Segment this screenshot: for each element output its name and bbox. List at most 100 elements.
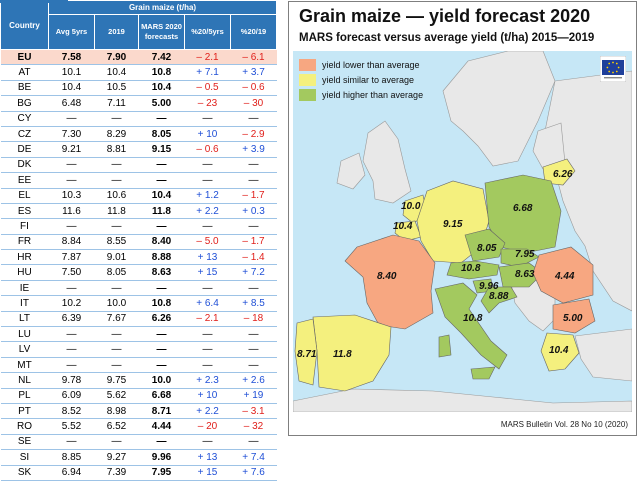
cell-country: EL bbox=[0, 188, 49, 204]
cell-avg-5yrs: 7.87 bbox=[48, 249, 95, 266]
cell-pct-19: + 7.2 bbox=[230, 264, 277, 281]
cell-pct-19: — bbox=[230, 172, 277, 189]
cell-pct-5yrs: + 2.3 bbox=[184, 372, 231, 389]
cell-2019: 7.90 bbox=[94, 49, 139, 66]
cell-avg-5yrs: 9.78 bbox=[48, 372, 95, 389]
cell-2019: 5.62 bbox=[94, 388, 139, 404]
cell-avg-5yrs: — bbox=[48, 157, 95, 174]
cell-avg-5yrs: — bbox=[48, 172, 95, 189]
cell-2019: 9.01 bbox=[94, 249, 139, 266]
country-romania bbox=[532, 246, 594, 304]
cell-2019: 9.75 bbox=[94, 372, 139, 389]
map-label-de: 9.15 bbox=[443, 219, 463, 230]
col-header-2019: 2019 bbox=[94, 14, 139, 50]
cell-2019: 8.98 bbox=[94, 403, 139, 420]
cell-2019: 6.52 bbox=[94, 418, 139, 435]
cell-pct-5yrs: + 10 bbox=[184, 388, 231, 404]
cell-forecast-2020: 7.42 bbox=[138, 49, 185, 66]
cell-pct-19: – 1.7 bbox=[230, 188, 277, 204]
eu-flag-icon bbox=[600, 56, 626, 82]
cell-2019: 10.5 bbox=[94, 80, 139, 97]
country-greece bbox=[540, 332, 580, 372]
cell-avg-5yrs: 6.09 bbox=[48, 388, 95, 404]
cell-avg-5yrs: 6.94 bbox=[48, 465, 95, 481]
cell-country: HR bbox=[0, 249, 49, 266]
cell-pct-19: + 7.4 bbox=[230, 449, 277, 466]
cell-pct-19: – 30 bbox=[230, 95, 277, 112]
country-bulgaria bbox=[552, 298, 596, 334]
cell-pct-19: — bbox=[230, 280, 277, 297]
cell-pct-5yrs: + 15 bbox=[184, 465, 231, 481]
cell-2019: 8.81 bbox=[94, 141, 139, 158]
cell-2019: — bbox=[94, 111, 139, 127]
cell-forecast-2020: — bbox=[138, 280, 185, 297]
cell-forecast-2020: 11.8 bbox=[138, 203, 185, 220]
cell-pct-5yrs: + 13 bbox=[184, 449, 231, 466]
cell-2019: 7.39 bbox=[94, 465, 139, 481]
map-label-es: 11.8 bbox=[333, 349, 352, 360]
cell-2019: 10.0 bbox=[94, 295, 139, 312]
cell-country: CY bbox=[0, 111, 49, 127]
cell-forecast-2020: — bbox=[138, 434, 185, 451]
cell-pct-5yrs: + 2.2 bbox=[184, 403, 231, 420]
cell-pct-19: + 2.6 bbox=[230, 372, 277, 389]
cell-country: RO bbox=[0, 418, 49, 435]
cell-avg-5yrs: 8.84 bbox=[48, 234, 95, 251]
col-header-country: Country bbox=[0, 0, 49, 50]
cell-country: LV bbox=[0, 341, 49, 358]
cell-pct-5yrs: + 6.4 bbox=[184, 295, 231, 312]
europe-map-svg: 6.26 10.0 10.4 9.15 6.68 8.05 7.95 10.8 8.63 9.96… bbox=[293, 51, 632, 412]
cell-country: SE bbox=[0, 434, 49, 451]
map-label-pt: 8.71 bbox=[297, 349, 317, 360]
cell-2019: 10.6 bbox=[94, 188, 139, 204]
cell-avg-5yrs: — bbox=[48, 357, 95, 374]
cell-pct-5yrs: — bbox=[184, 434, 231, 451]
cell-country: EE bbox=[0, 172, 49, 189]
cell-pct-19: — bbox=[230, 341, 277, 358]
cell-pct-5yrs: — bbox=[184, 218, 231, 235]
cell-pct-19: – 1.4 bbox=[230, 249, 277, 266]
cell-country: IT bbox=[0, 295, 49, 312]
cell-pct-19: — bbox=[230, 218, 277, 235]
cell-avg-5yrs: — bbox=[48, 434, 95, 451]
cell-2019: 11.8 bbox=[94, 203, 139, 220]
cell-country: EU bbox=[0, 49, 49, 66]
cell-forecast-2020: 10.8 bbox=[138, 64, 185, 81]
cell-pct-19: + 7.6 bbox=[230, 465, 277, 481]
table-row: DE 9.21 8.81 9.15– 0.6 + 3.9 bbox=[0, 141, 277, 158]
legend-swatch-higher bbox=[299, 88, 316, 101]
cell-pct-19: + 19 bbox=[230, 388, 277, 404]
country-france bbox=[344, 234, 436, 330]
cell-pct-19: — bbox=[230, 111, 277, 127]
cell-pct-5yrs: – 2.1 bbox=[184, 311, 231, 328]
country-austria bbox=[446, 260, 500, 280]
legend-swatch-similar bbox=[299, 73, 316, 86]
map-label-at: 10.8 bbox=[461, 263, 481, 274]
cell-country: ES bbox=[0, 203, 49, 220]
map-value-labels: 6.26 10.0 10.4 9.15 6.68 8.05 7.95 10.8 8.63 9.96… bbox=[297, 169, 583, 360]
cell-forecast-2020: 10.0 bbox=[138, 372, 185, 389]
cell-2019: 10.4 bbox=[94, 64, 139, 81]
cell-forecast-2020: 6.68 bbox=[138, 388, 185, 404]
land-turkey bbox=[574, 328, 632, 382]
table-top-strip bbox=[0, 0, 68, 3]
land-africa bbox=[293, 388, 632, 412]
cell-forecast-2020: 8.71 bbox=[138, 403, 185, 420]
cell-pct-5yrs: – 23 bbox=[184, 95, 231, 112]
cell-pct-19: — bbox=[230, 357, 277, 374]
yield-table-panel: Country Grain maize (t/ha) Avg 5yrs 2019… bbox=[0, 0, 277, 481]
table-row: MT — — — — — bbox=[0, 357, 277, 374]
cell-avg-5yrs: 7.50 bbox=[48, 264, 95, 281]
legend-label-lower: yield lower than average bbox=[322, 59, 420, 70]
cell-forecast-2020: 8.63 bbox=[138, 264, 185, 281]
yield-table: Country Grain maize (t/ha) Avg 5yrs 2019… bbox=[0, 0, 277, 481]
cell-pct-5yrs: — bbox=[184, 341, 231, 358]
map-label-cz: 8.05 bbox=[477, 243, 497, 254]
map-panel: Grain maize — yield forecast 2020 MARS f… bbox=[288, 1, 637, 436]
cell-forecast-2020: 6.26 bbox=[138, 311, 185, 328]
table-row: EE — — — — — bbox=[0, 172, 277, 189]
cell-forecast-2020: 5.00 bbox=[138, 95, 185, 112]
cell-forecast-2020: — bbox=[138, 218, 185, 235]
col-header-forecast: MARS 2020 forecasts bbox=[138, 14, 185, 50]
map-source-note: MARS Bulletin Vol. 28 No 10 (2020) bbox=[500, 420, 628, 429]
